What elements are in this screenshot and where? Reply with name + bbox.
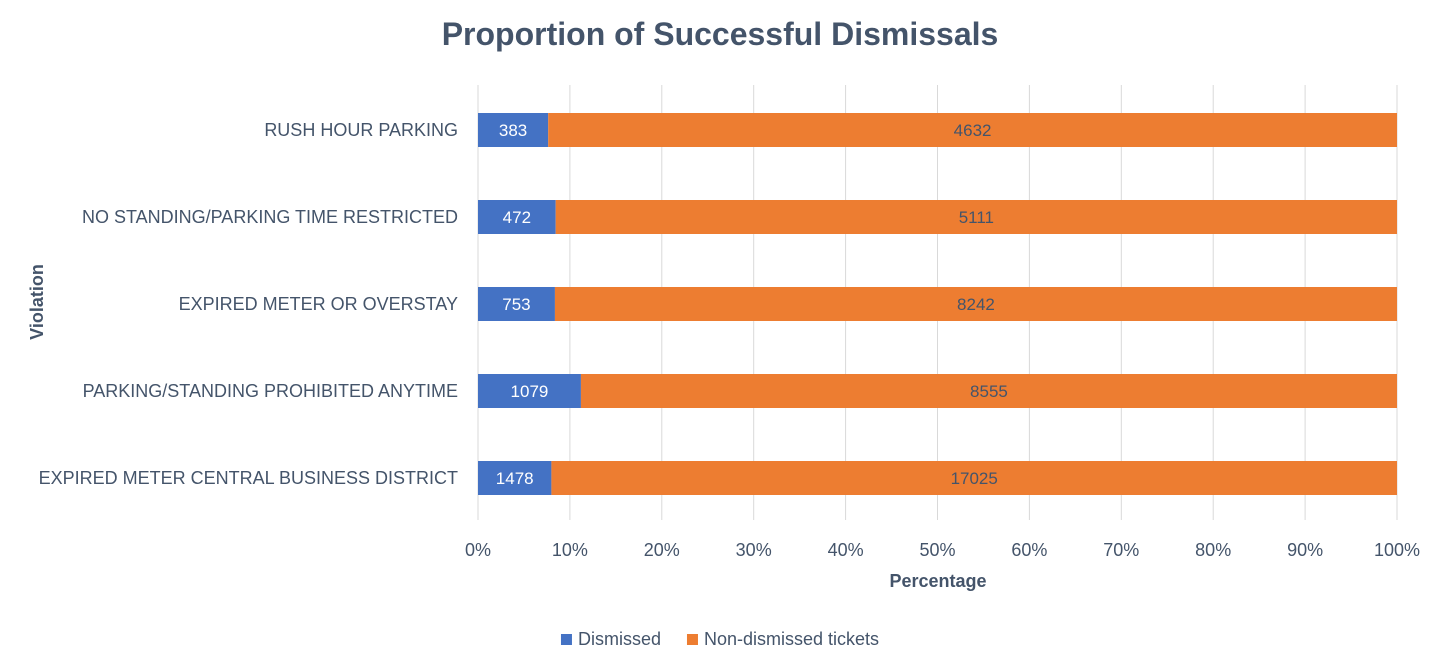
category-label: EXPIRED METER OR OVERSTAY — [179, 294, 458, 314]
bar-dismissed — [478, 287, 555, 321]
bar-non-dismissed — [551, 461, 1397, 495]
data-label: 1079 — [511, 382, 549, 401]
x-tick-label: 10% — [552, 540, 588, 560]
bar-dismissed — [478, 374, 581, 408]
bar-non-dismissed — [548, 113, 1397, 147]
bars: 383 4632 472 5111 753 8242 1079 8555 1478 17025 — [478, 113, 1397, 495]
data-label: 8555 — [970, 382, 1008, 401]
data-label: 5111 — [959, 208, 994, 227]
bar-dismissed — [478, 113, 549, 147]
legend-label: Non-dismissed tickets — [704, 629, 879, 649]
x-tick-label: 30% — [736, 540, 772, 560]
data-label: 8242 — [957, 295, 995, 314]
x-tick-label: 80% — [1195, 540, 1231, 560]
y-axis-title: Violation — [27, 264, 47, 340]
data-label: 472 — [503, 208, 531, 227]
bar-dismissed — [478, 461, 552, 495]
legend-label: Dismissed — [578, 629, 661, 649]
x-tick-label: 50% — [919, 540, 955, 560]
data-label: 4632 — [954, 121, 992, 140]
legend-item: Non-dismissed tickets — [686, 629, 879, 649]
x-tick-label: 70% — [1103, 540, 1139, 560]
bar-non-dismissed — [555, 200, 1397, 234]
x-tick-label: 20% — [644, 540, 680, 560]
x-tick-label: 40% — [828, 540, 864, 560]
x-tick-label: 0% — [465, 540, 491, 560]
category-label: EXPIRED METER CENTRAL BUSINESS DISTRICT — [39, 468, 458, 488]
data-label: 1478 — [496, 469, 534, 488]
legend: Dismissed Non-dismissed tickets — [560, 629, 879, 649]
bar-non-dismissed — [554, 287, 1397, 321]
bar-non-dismissed — [580, 374, 1397, 408]
category-labels: RUSH HOUR PARKING NO STANDING/PARKING TIM… — [39, 120, 458, 488]
category-label: NO STANDING/PARKING TIME RESTRICTED — [82, 207, 458, 227]
x-tick-label: 60% — [1011, 540, 1047, 560]
x-tick-label: 90% — [1287, 540, 1323, 560]
legend-swatch — [560, 634, 572, 645]
x-axis-title: Percentage — [889, 571, 986, 591]
data-label: 753 — [502, 295, 530, 314]
legend-swatch — [686, 634, 698, 645]
x-axis-ticks: 0% 10% 20% 30% 40% 50% 60% 70% 80% 90% 100% — [465, 540, 1420, 560]
x-tick-label: 100% — [1374, 540, 1420, 560]
data-label: 17025 — [951, 469, 998, 488]
category-label: PARKING/STANDING PROHIBITED ANYTIME — [83, 381, 458, 401]
category-label: RUSH HOUR PARKING — [264, 120, 458, 140]
legend-item: Dismissed — [560, 629, 661, 649]
bar-dismissed — [478, 200, 556, 234]
data-label: 383 — [499, 121, 527, 140]
chart-title: Proportion of Successful Dismissals — [442, 16, 999, 52]
